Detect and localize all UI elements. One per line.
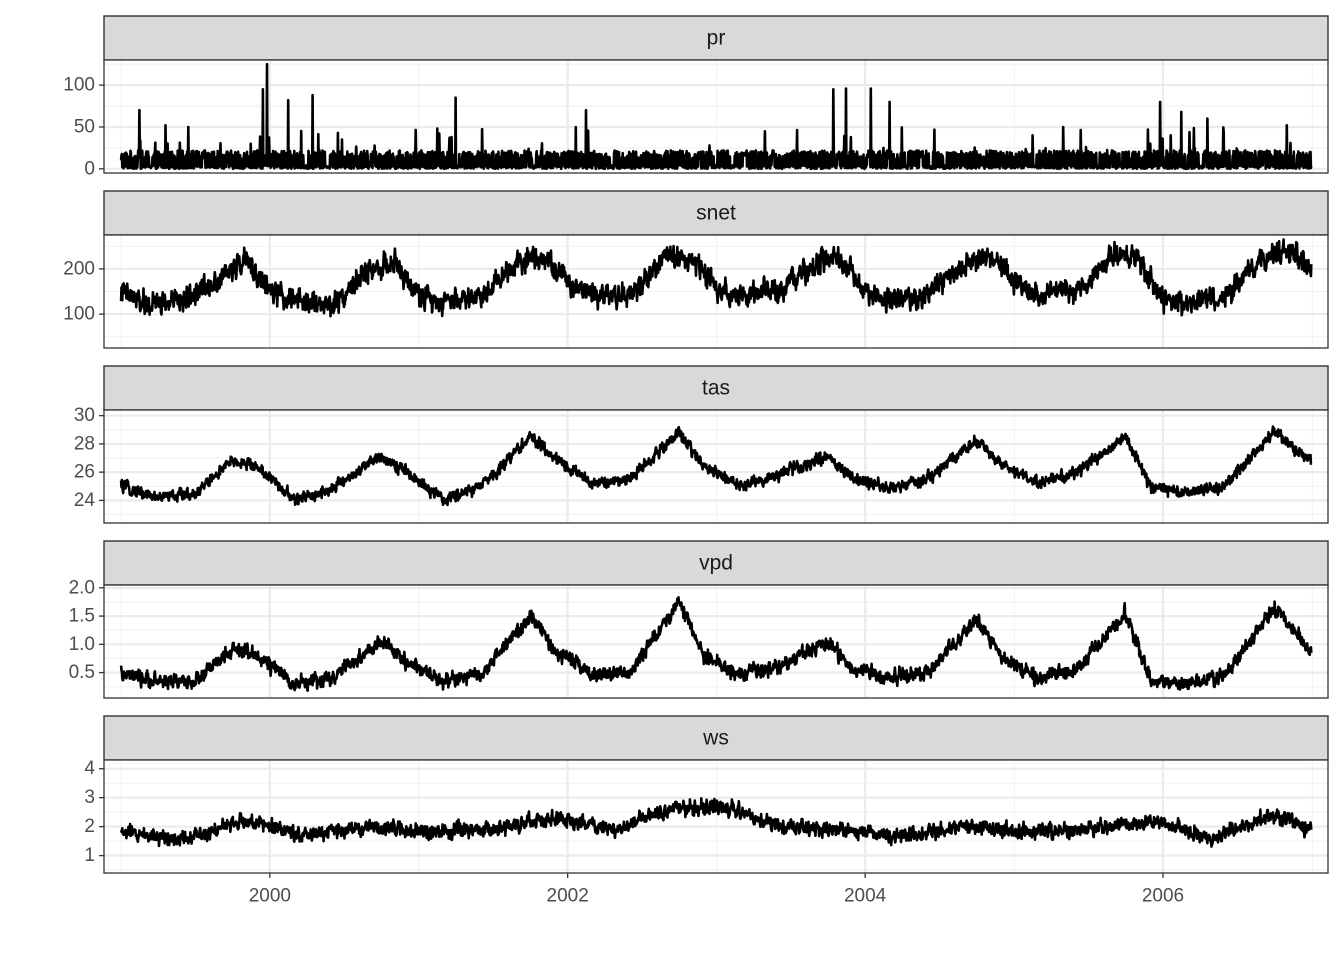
- panel-border: [103, 234, 1329, 349]
- facet-strip-pr: [103, 15, 1329, 61]
- y-tick-label: 1.0: [69, 634, 95, 655]
- y-tick-label: 2.0: [69, 577, 95, 598]
- facet-snet: snet 100 200: [63, 190, 1329, 349]
- series-line-tas: [119, 425, 1313, 507]
- panel-border: [103, 59, 1329, 174]
- series-line-ws: [119, 796, 1313, 848]
- facet-strip-ws: [103, 715, 1329, 761]
- y-tick-label: 1: [84, 845, 95, 866]
- facet-strip-snet: [103, 190, 1329, 236]
- x-tick-label: 2002: [547, 886, 589, 907]
- panel-background: [104, 760, 1328, 873]
- facet-pr: pr 0 50 100: [63, 15, 1329, 179]
- facet-ws: ws 1 2 3 4 2000 2002 2004 2006: [84, 715, 1329, 907]
- facet-label-pr: pr: [707, 27, 726, 50]
- y-tick-label: 200: [63, 258, 95, 279]
- y-tick-label: 1.5: [69, 606, 95, 627]
- series-line-snet: [119, 238, 1313, 318]
- y-tick-label: 3: [84, 787, 95, 808]
- x-tick-label: 2006: [1142, 886, 1184, 907]
- facet-label-tas: tas: [702, 377, 730, 400]
- series-line-pr: [119, 62, 1313, 171]
- x-tick-label: 2000: [249, 886, 291, 907]
- facet-label-vpd: vpd: [699, 552, 733, 575]
- facet-label-ws: ws: [702, 727, 729, 750]
- y-tick-label: 0.5: [69, 662, 95, 683]
- facet-vpd: vpd 0.5 1.0 1.5 2.0: [69, 540, 1329, 699]
- y-tick-label: 0: [84, 158, 95, 179]
- series-line-vpd: [119, 595, 1313, 692]
- panel-border: [103, 409, 1329, 524]
- facet-strip-vpd: [103, 540, 1329, 586]
- facet-tas: tas 24 26 28 30: [74, 365, 1329, 524]
- y-tick-label: 2: [84, 816, 95, 837]
- y-tick-label: 4: [84, 758, 95, 779]
- y-tick-label: 26: [74, 462, 95, 483]
- facet-strip-tas: [103, 365, 1329, 411]
- x-tick-label: 2004: [844, 886, 887, 907]
- y-tick-label: 100: [63, 75, 95, 96]
- y-tick-label: 28: [74, 433, 95, 454]
- facet-label-snet: snet: [696, 202, 736, 225]
- panel-border: [103, 584, 1329, 699]
- y-tick-label: 50: [74, 116, 95, 137]
- y-tick-label: 30: [74, 405, 95, 426]
- panel-border: [103, 759, 1329, 874]
- y-tick-label: 100: [63, 304, 95, 325]
- y-tick-label: 24: [74, 490, 96, 511]
